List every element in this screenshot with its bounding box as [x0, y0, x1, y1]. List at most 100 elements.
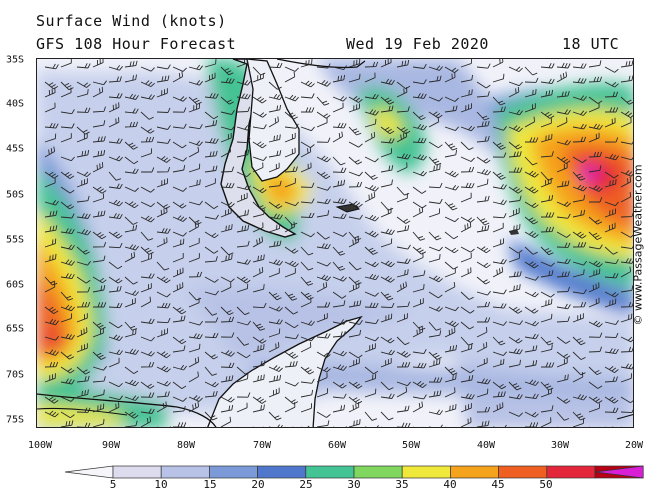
wind-map[interactable]	[36, 58, 634, 428]
wind-barb	[396, 87, 408, 98]
wind-barb	[156, 317, 171, 324]
wind-barb	[412, 326, 424, 338]
wind-barb	[396, 162, 408, 173]
wind-barb	[172, 267, 184, 278]
wind-barb	[412, 201, 427, 209]
wind-barb	[92, 366, 107, 371]
wind-barb	[428, 75, 442, 83]
lon-label: 100W	[27, 440, 53, 451]
wind-barb	[284, 123, 299, 129]
wind-barb	[508, 109, 523, 116]
wind-barb	[620, 111, 633, 118]
wind-barb	[188, 103, 200, 113]
wind-barb	[220, 332, 235, 338]
wind-barb	[380, 59, 392, 68]
wind-barb	[476, 120, 490, 128]
wind-barb	[444, 201, 458, 211]
wind-barb	[108, 155, 123, 162]
wind-barb	[508, 253, 520, 263]
wind-barb	[188, 221, 200, 233]
wind-barb	[620, 75, 633, 83]
wind-barb	[156, 227, 171, 234]
wind-barb	[188, 140, 203, 147]
wind-barb	[252, 96, 267, 104]
wind-barb	[300, 231, 315, 238]
wind-barb	[620, 336, 633, 343]
wind-barb	[412, 246, 427, 255]
wind-barb	[428, 321, 442, 331]
wind-barb	[524, 66, 538, 76]
forecast-label: GFS 108 Hour Forecast	[36, 35, 237, 53]
wind-barb	[124, 379, 139, 387]
wind-barb	[332, 179, 346, 188]
wind-barb	[108, 231, 123, 239]
wind-barb	[252, 222, 264, 233]
wind-barb	[124, 251, 136, 263]
wind-barb	[236, 351, 251, 359]
wind-barb	[588, 282, 600, 293]
wind-barb	[220, 133, 232, 143]
wind-barb	[220, 207, 232, 218]
wind-barb	[44, 306, 59, 314]
wind-barb	[412, 401, 424, 413]
wind-barb	[508, 207, 520, 218]
lon-label: 20W	[624, 440, 644, 451]
wind-barb	[252, 266, 264, 278]
wind-barb	[380, 96, 395, 105]
wind-barb	[380, 358, 392, 368]
wind-barb	[268, 306, 283, 312]
wind-barb	[188, 271, 203, 278]
wind-barb	[492, 152, 507, 158]
wind-barb	[492, 238, 505, 248]
wind-barb	[268, 93, 283, 101]
wind-barb	[620, 191, 632, 203]
wind-barb	[364, 388, 377, 398]
wind-barb	[604, 348, 619, 355]
wind-barb	[204, 351, 219, 360]
wind-barb	[476, 327, 488, 338]
wind-barb	[460, 216, 475, 223]
legend-cell	[64, 465, 114, 479]
wind-barb	[508, 284, 521, 293]
wind-barb	[620, 363, 633, 370]
wind-barb	[300, 107, 315, 113]
wind-barb	[524, 246, 538, 255]
wind-barb	[556, 242, 571, 248]
wind-barb	[140, 336, 155, 342]
wind-barb	[444, 216, 459, 223]
wind-barb	[284, 94, 299, 102]
wind-barb	[524, 103, 536, 113]
wind-barb	[524, 77, 539, 83]
wind-barb	[205, 317, 219, 323]
wind-barb	[396, 405, 410, 413]
wind-barb	[444, 268, 456, 278]
wind-barb	[76, 366, 91, 375]
wind-barb	[300, 297, 312, 308]
wind-barb	[428, 254, 441, 263]
wind-barb	[204, 201, 219, 209]
wind-barb	[508, 186, 523, 194]
wind-barb	[284, 166, 298, 173]
wind-barb	[300, 80, 315, 88]
forecast-date: Wed 19 Feb 2020	[346, 35, 489, 53]
wind-barb	[92, 193, 105, 203]
wind-barb	[588, 396, 603, 404]
wind-barb	[476, 225, 490, 233]
wind-barb	[268, 104, 282, 113]
wind-barb	[380, 207, 392, 218]
wind-barb	[140, 80, 155, 88]
wind-barb	[396, 153, 411, 160]
wind-barb	[300, 336, 315, 342]
wind-barb	[428, 390, 442, 398]
wind-barb	[76, 287, 91, 293]
wind-barb	[268, 411, 282, 421]
wind-barb	[124, 244, 139, 251]
lat-label: 55S	[6, 234, 25, 246]
wind-barb	[428, 377, 443, 383]
wind-barb	[444, 320, 459, 328]
wind-barb	[220, 166, 235, 173]
wind-barb	[156, 166, 171, 173]
wind-barb	[332, 74, 346, 83]
wind-barb	[204, 256, 218, 263]
wind-barb	[268, 116, 279, 128]
